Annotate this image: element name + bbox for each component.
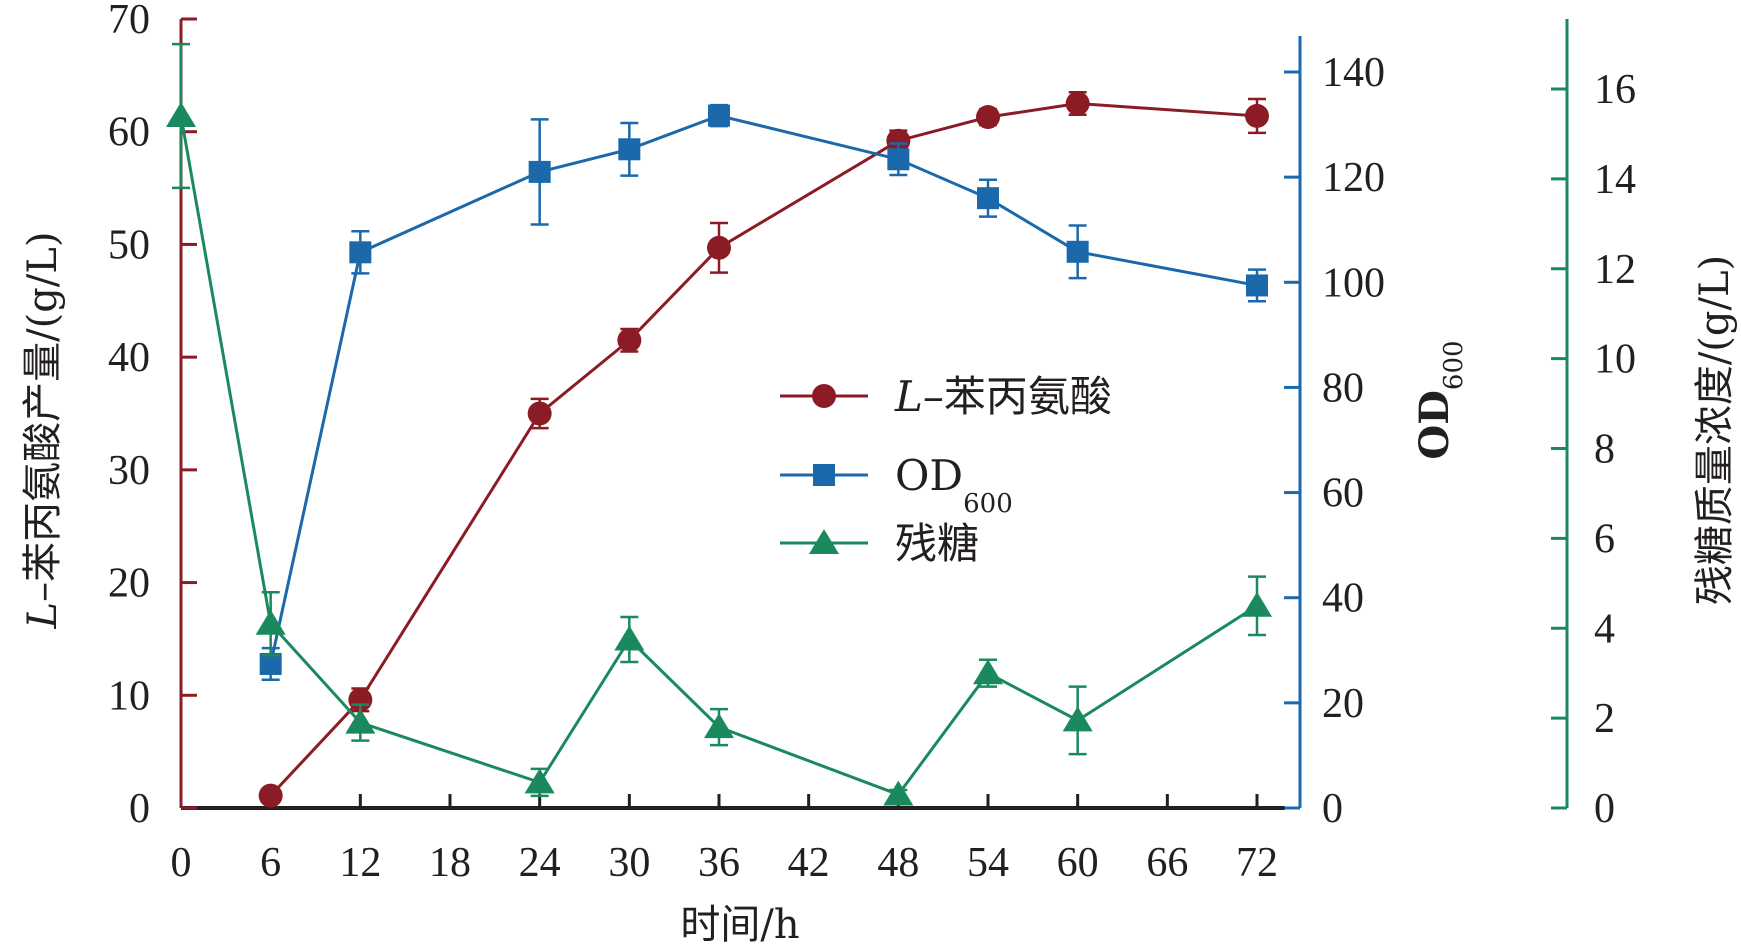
data-point (528, 160, 551, 183)
right2-axis-tick-label: 2 (1594, 696, 1615, 742)
x-tick-label: 18 (429, 840, 471, 886)
data-point (1242, 591, 1272, 617)
legend-marker-square (813, 464, 835, 486)
data-point (345, 708, 376, 734)
data-point (977, 187, 999, 210)
right1-axis-tick-label: 140 (1322, 50, 1385, 96)
sugar-axis-title: 残糖质量浓度/(g/L) (1692, 255, 1738, 605)
legend-marker-triangle (809, 529, 839, 554)
x-tick-label: 24 (519, 840, 561, 886)
data-point (255, 609, 286, 635)
data-point (1066, 240, 1089, 263)
x-tick-label: 54 (967, 840, 1009, 886)
left-axis-title-italic: L (20, 602, 66, 630)
right1-axis-tick-label: 60 (1322, 471, 1364, 517)
data-point (708, 104, 730, 127)
right1-axis-tick-label: 80 (1322, 365, 1364, 411)
x-tick-label: 42 (788, 840, 830, 886)
right1-axis-tick-label: 120 (1322, 155, 1385, 201)
left-axis-title-rest: –苯丙氨酸产量/(g/L) (20, 232, 66, 602)
series-triangle (166, 42, 1272, 806)
left-axis-tick-label: 10 (108, 673, 150, 719)
data-point (886, 128, 911, 153)
data-point (1246, 274, 1268, 297)
left-axis-tick-label: 30 (108, 448, 150, 494)
x-tick-label: 12 (339, 840, 381, 886)
data-point (618, 138, 641, 161)
left-axis-tick-label: 40 (108, 335, 150, 381)
data-point (614, 625, 645, 651)
right1-axis-tick-label: 40 (1322, 576, 1364, 622)
data-point (1065, 91, 1090, 116)
x-tick-label: 30 (608, 840, 650, 886)
right2-axis-tick-label: 16 (1594, 67, 1636, 113)
series-square (259, 103, 1268, 681)
legend-marker-circle (812, 384, 836, 408)
data-point (1062, 706, 1093, 732)
left-axis-tick-label: 70 (108, 0, 150, 43)
left-axis-tick-label: 60 (108, 110, 150, 156)
od-axis-title: OD600 (1411, 340, 1469, 459)
legend-label: OD600 (895, 451, 1013, 519)
right2-axis-tick-label: 12 (1594, 247, 1636, 293)
right2-axis-tick-label: 8 (1594, 427, 1615, 473)
legend-label-sub: 600 (963, 489, 1013, 519)
series-line (179, 115, 1258, 797)
right2-axis-tick-label: 10 (1594, 337, 1636, 383)
axes: 0 6 12 18 24 30 36 42 48 54 60 66 720102030405060700… (108, 0, 1636, 886)
od-axis-title-main: OD (1411, 390, 1458, 460)
data-point (166, 101, 196, 127)
data-point (976, 105, 1000, 130)
x-tick-label: 36 (698, 840, 740, 886)
x-tick-label: 6 (260, 840, 281, 886)
right2-axis-tick-label: 6 (1594, 516, 1615, 562)
right1-axis-tick-label: 100 (1322, 260, 1385, 306)
od-axis-title-sub: 600 (1439, 340, 1469, 390)
data-point (349, 241, 372, 264)
data-point (258, 783, 283, 808)
series-layer (166, 42, 1272, 808)
right2-axis-tick-label: 4 (1594, 606, 1615, 652)
legend-label: 残糖 (895, 519, 979, 568)
right2-axis-tick-label: 14 (1594, 157, 1636, 203)
legend-label: L–苯丙氨酸 (894, 372, 1112, 421)
data-point (887, 148, 910, 171)
left-axis-tick-label: 20 (108, 561, 150, 607)
legend-label-rest: –苯丙氨酸 (923, 372, 1112, 421)
data-point (973, 659, 1003, 685)
data-point (883, 780, 914, 806)
data-point (259, 652, 282, 675)
left-axis-title: L–苯丙氨酸产量/(g/L) (20, 232, 66, 630)
data-point (704, 713, 734, 739)
x-tick-label: 48 (877, 840, 919, 886)
x-tick-label: 66 (1146, 840, 1188, 886)
data-point (707, 235, 731, 260)
legend-label-italic: L (894, 372, 923, 421)
data-point (527, 401, 552, 426)
left-axis-tick-label: 0 (129, 786, 150, 832)
data-point (617, 328, 642, 353)
data-point (1245, 103, 1269, 128)
right2-axis-tick-label: 0 (1594, 786, 1615, 832)
left-axis-tick-label: 50 (108, 222, 150, 268)
data-point (524, 768, 555, 794)
series-line (269, 102, 1258, 797)
x-tick-label: 0 (171, 840, 192, 886)
right1-axis-tick-label: 20 (1322, 681, 1364, 727)
x-tick-label: 60 (1057, 840, 1099, 886)
series-circle (258, 91, 1269, 808)
right1-axis-tick-label: 0 (1322, 786, 1343, 832)
legend-label-main: OD (895, 451, 963, 500)
x-axis-title: 时间/h (680, 902, 799, 948)
x-tick-label: 72 (1236, 840, 1278, 886)
